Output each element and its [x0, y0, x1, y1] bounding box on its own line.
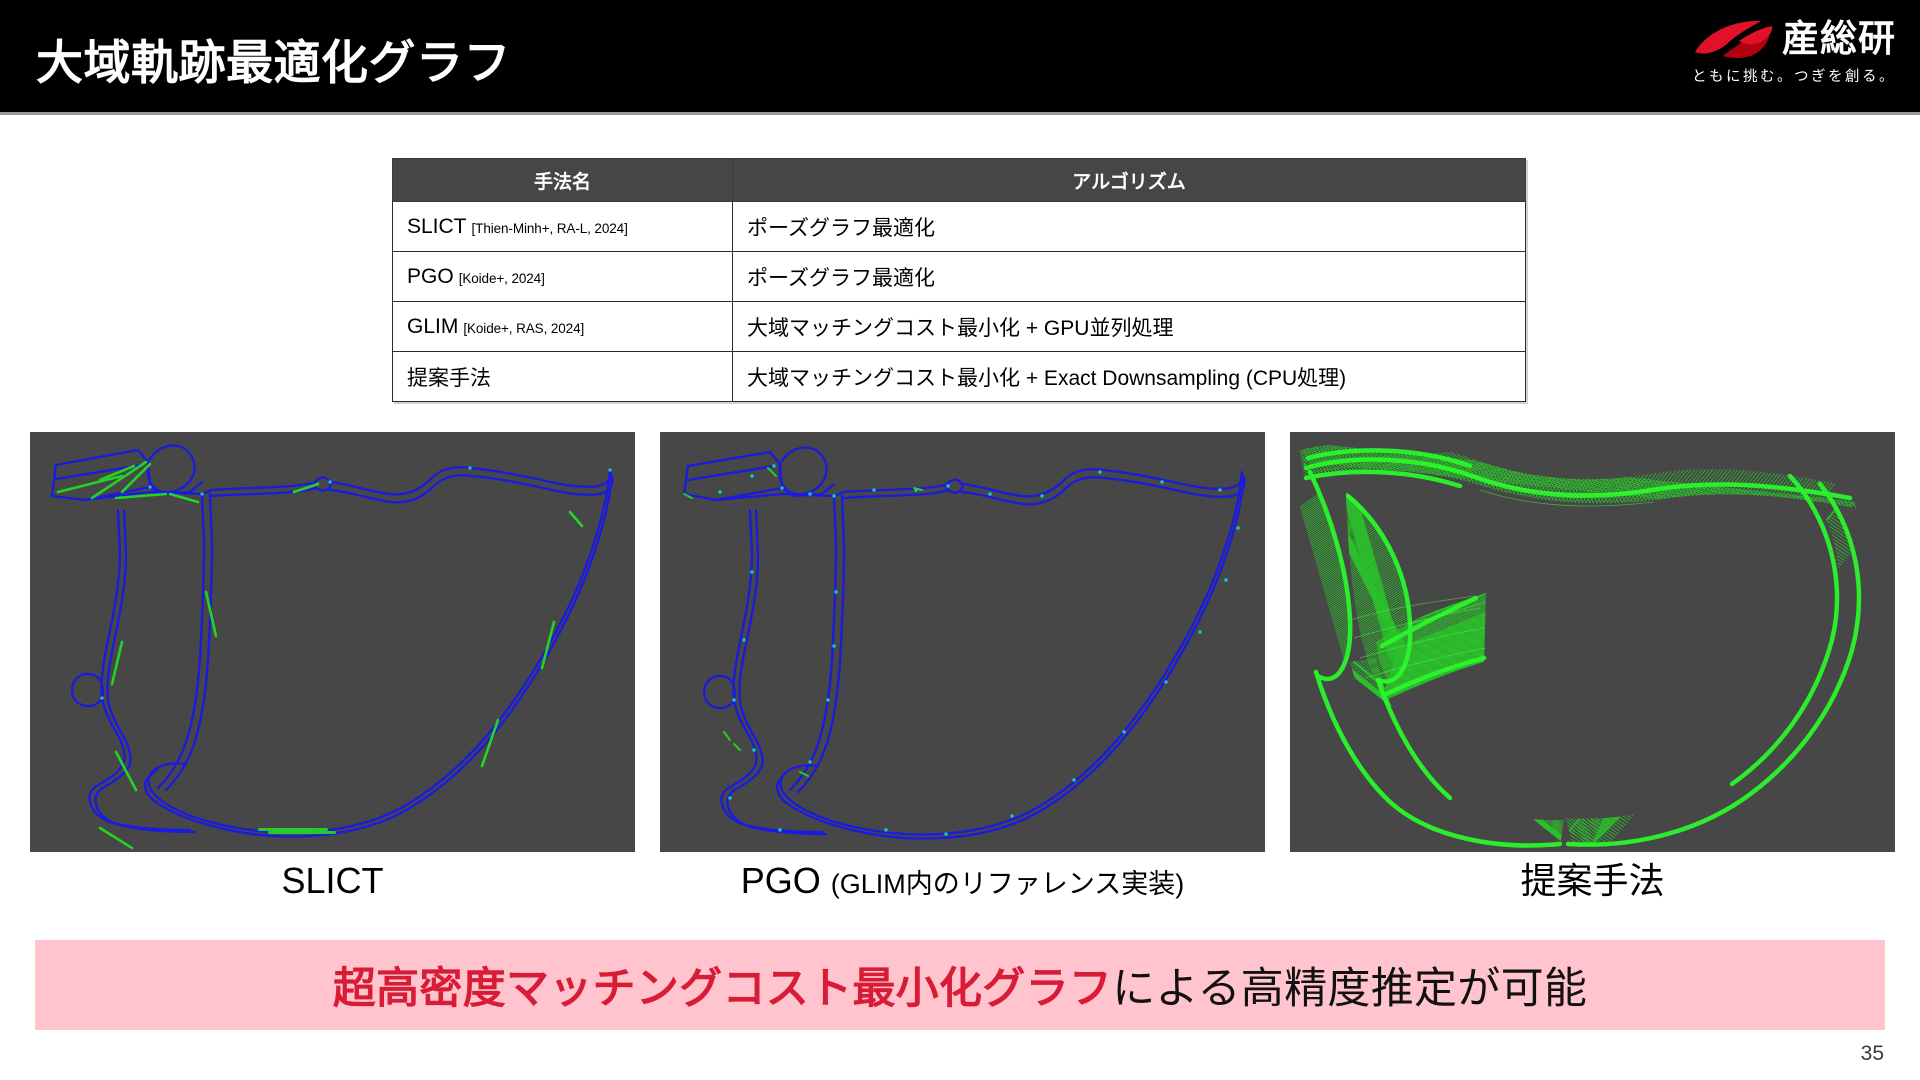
- figure-caption-slict: SLICT: [30, 862, 635, 900]
- header-divider: [0, 112, 1920, 115]
- figure-caption-proposed: 提案手法: [1290, 862, 1895, 900]
- conclusion-highlight: 超高密度マッチングコスト最小化グラフ: [332, 965, 1113, 1013]
- cell-algorithm: ポーズグラフ最適化: [732, 201, 1526, 252]
- dense-matching-cost-graph-proposed: [1299, 442, 1862, 848]
- aist-swoosh-icon: [1695, 20, 1773, 59]
- logo-tagline: ともに挑む。つぎを創る。: [1692, 69, 1896, 85]
- table-row: SLICT [Thien-Minh+, RA-L, 2024] ポーズグラフ最適化: [392, 201, 1526, 252]
- method-citation: [Koide+, RAS, 2024]: [463, 320, 585, 336]
- method-label: PGO: [407, 264, 454, 288]
- method-label: 提案手法: [407, 366, 491, 390]
- method-citation: [Thien-Minh+, RA-L, 2024]: [471, 220, 628, 236]
- conclusion-banner: 超高密度マッチングコスト最小化グラフによる高精度推定が可能: [35, 940, 1885, 1030]
- slide-header-bar: [0, 0, 1920, 112]
- page-number: 35: [1860, 1042, 1884, 1065]
- figure-caption-pgo: PGO (GLIM内のリファレンス実装): [660, 862, 1265, 900]
- table-header-row: 手法名 アルゴリズム: [392, 158, 1526, 202]
- table-row: 提案手法 大域マッチングコスト最小化 + Exact Downsampling …: [392, 351, 1526, 402]
- column-header-algorithm: アルゴリズム: [732, 158, 1526, 202]
- page-title: 大域軌跡最適化グラフ: [36, 36, 511, 89]
- conclusion-text: 超高密度マッチングコスト最小化グラフによる高精度推定が可能: [333, 954, 1587, 1016]
- cell-algorithm: 大域マッチングコスト最小化 + GPU並列処理: [732, 301, 1526, 352]
- method-citation: [Koide+, 2024]: [458, 270, 545, 286]
- table-row: PGO [Koide+, 2024] ポーズグラフ最適化: [392, 251, 1526, 302]
- method-label: GLIM: [407, 314, 459, 338]
- figure-panel-slict: [30, 432, 635, 852]
- cell-method-name: GLIM [Koide+, RAS, 2024]: [392, 301, 733, 352]
- figure-panel-pgo: [660, 432, 1265, 852]
- caption-main: SLICT: [281, 860, 384, 901]
- method-label: SLICT: [407, 214, 467, 238]
- method-comparison-table: 手法名 アルゴリズム SLICT [Thien-Minh+, RA-L, 2024…: [392, 158, 1526, 402]
- caption-main: 提案手法: [1520, 860, 1665, 901]
- column-header-method: 手法名: [392, 158, 733, 202]
- cell-algorithm: 大域マッチングコスト最小化 + Exact Downsampling (CPU処…: [732, 351, 1526, 402]
- aist-logo: 産総研 ともに挑む。つぎを創る。: [1640, 14, 1896, 90]
- cell-method-name: 提案手法: [392, 351, 733, 402]
- logo-wordmark: 産総研: [1782, 18, 1896, 59]
- conclusion-rest: による高精度推定が可能: [1112, 965, 1588, 1013]
- logo-mark-row: 産総研: [1640, 14, 1896, 64]
- trajectory-graph-pgo: [682, 446, 1246, 840]
- figure-panel-proposed: [1290, 432, 1895, 852]
- caption-main: PGO: [740, 860, 821, 901]
- trajectory-graph-slict: [50, 444, 614, 850]
- cell-algorithm: ポーズグラフ最適化: [732, 251, 1526, 302]
- caption-sub: (GLIM内のリファレンス実装): [830, 869, 1185, 899]
- cell-method-name: SLICT [Thien-Minh+, RA-L, 2024]: [392, 201, 733, 252]
- table-row: GLIM [Koide+, RAS, 2024] 大域マッチングコスト最小化 + …: [392, 301, 1526, 352]
- cell-method-name: PGO [Koide+, 2024]: [392, 251, 733, 302]
